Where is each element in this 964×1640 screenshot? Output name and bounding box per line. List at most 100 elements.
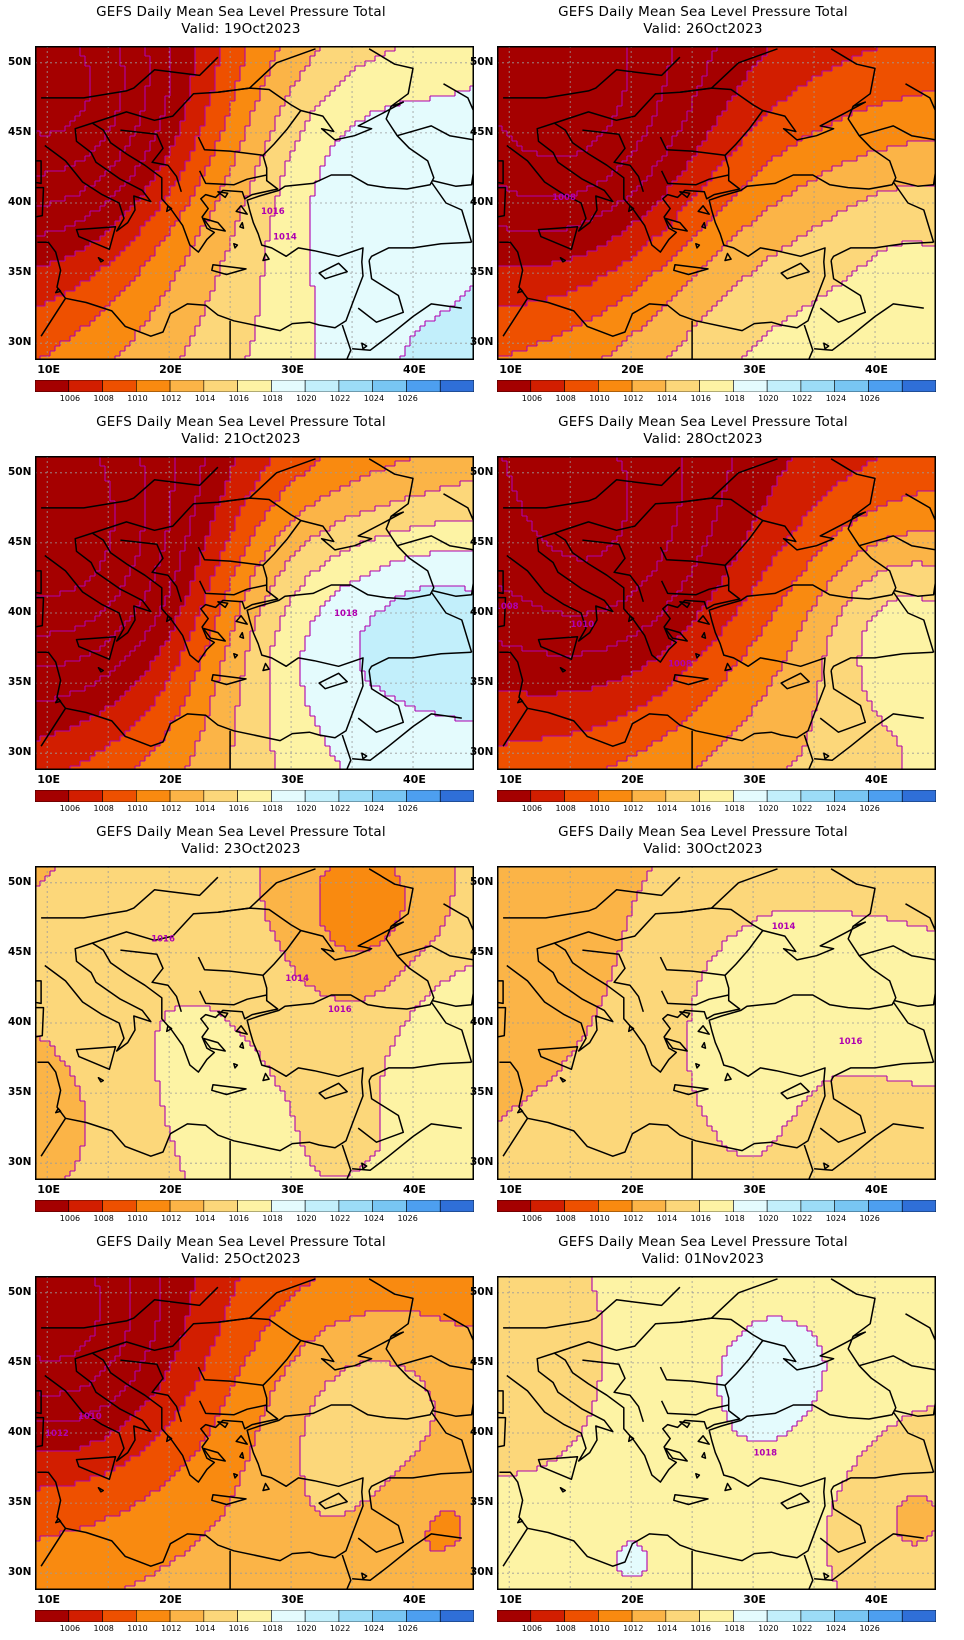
colorbar-swatch <box>102 380 137 392</box>
colorbar-swatch <box>439 380 474 392</box>
lat-label: 45N <box>8 536 31 548</box>
colorbar-swatch <box>800 790 835 802</box>
graticule <box>497 456 936 770</box>
colorbar <box>497 790 936 802</box>
colorbar-swatch <box>699 790 734 802</box>
colorbar-swatch <box>338 1200 373 1212</box>
colorbar-swatch <box>169 380 205 392</box>
coastlines-borders <box>497 48 936 360</box>
lat-label: 45N <box>8 1356 31 1368</box>
colorbar-label: 1008 <box>94 394 114 403</box>
lat-label: 35N <box>8 266 31 278</box>
colorbar-label: 1010 <box>589 394 609 403</box>
colorbar-label: 1006 <box>60 1214 80 1223</box>
lat-label: 30N <box>470 1156 493 1168</box>
colorbar-swatch <box>766 380 802 392</box>
pressure-shading <box>497 46 936 360</box>
colorbar-label: 1022 <box>330 1624 350 1633</box>
pressure-shading <box>497 1276 936 1590</box>
colorbar-swatch <box>497 1610 532 1622</box>
pressure-shading <box>35 46 474 360</box>
colorbar-label: 1012 <box>623 1214 643 1223</box>
colorbar-label: 1010 <box>127 394 147 403</box>
colorbar-swatch <box>406 1610 441 1622</box>
coastlines-borders <box>497 868 936 1180</box>
colorbar-swatch <box>237 1200 272 1212</box>
colorbar-swatch <box>203 380 238 392</box>
colorbar-swatch <box>530 1610 565 1622</box>
colorbar-swatch <box>237 380 272 392</box>
lat-label: 35N <box>470 1496 493 1508</box>
colorbar-swatch <box>564 1610 599 1622</box>
lat-label: 35N <box>8 676 31 688</box>
colorbar-label: 1016 <box>229 1214 249 1223</box>
map-frame <box>35 1276 474 1590</box>
lat-label: 40N <box>8 606 31 618</box>
colorbar-swatch <box>372 380 407 392</box>
colorbar-label: 1024 <box>364 804 384 813</box>
lat-label: 35N <box>8 1086 31 1098</box>
colorbar-label: 1026 <box>859 394 879 403</box>
map-panel: GEFS Daily Mean Sea Level Pressure Total… <box>0 1230 482 1640</box>
graticule <box>35 1276 474 1590</box>
colorbar-label: 1010 <box>589 804 609 813</box>
lon-label: 30E <box>743 1593 766 1606</box>
map-frame <box>497 456 936 770</box>
panel-title: GEFS Daily Mean Sea Level Pressure Total <box>462 414 944 430</box>
colorbar-swatch <box>699 1200 734 1212</box>
colorbar-swatch <box>564 1200 599 1212</box>
lon-label: 20E <box>621 363 644 376</box>
colorbar-label: 1006 <box>60 394 80 403</box>
pressure-map: 1018 <box>497 1276 936 1590</box>
pressure-map: 1018 <box>35 456 474 770</box>
colorbar-swatch <box>304 380 340 392</box>
panel-title: GEFS Daily Mean Sea Level Pressure Total <box>0 824 482 840</box>
colorbar-label: 1018 <box>724 1624 744 1633</box>
colorbar-label: 1008 <box>94 1624 114 1633</box>
colorbar-label: 1018 <box>724 394 744 403</box>
lon-label: 40E <box>865 363 888 376</box>
map-frame <box>35 46 474 360</box>
pressure-map: 1008 1010 1008 <box>497 456 936 770</box>
lon-label: 30E <box>743 1183 766 1196</box>
lat-label: 45N <box>470 536 493 548</box>
coastlines-borders <box>35 458 474 770</box>
contour-label: 1018 <box>334 609 358 619</box>
colorbar-swatch <box>901 380 936 392</box>
colorbar-swatch <box>564 380 599 392</box>
lat-label: 45N <box>8 946 31 958</box>
colorbar-label: 1024 <box>826 804 846 813</box>
lon-label: 10E <box>37 363 60 376</box>
lon-label: 40E <box>865 1593 888 1606</box>
panel-title: GEFS Daily Mean Sea Level Pressure Total <box>462 4 944 20</box>
graticule <box>35 866 474 1180</box>
contour-label: 1016 <box>839 1037 863 1047</box>
colorbar-label: 1024 <box>826 1214 846 1223</box>
colorbar-swatch <box>68 1200 103 1212</box>
colorbar-label: 1022 <box>792 804 812 813</box>
colorbar-swatch <box>868 380 903 392</box>
lat-label: 45N <box>8 126 31 138</box>
colorbar-label: 1016 <box>229 1624 249 1633</box>
colorbar-swatch <box>901 1610 936 1622</box>
isobar-lines <box>35 46 474 360</box>
contour-label: 1014 <box>772 922 796 932</box>
colorbar-swatch <box>699 1610 734 1622</box>
colorbar-swatch <box>338 380 373 392</box>
lon-label: 40E <box>403 773 426 786</box>
colorbar-swatch <box>631 1200 667 1212</box>
contour-label: 1010 <box>571 620 595 630</box>
colorbar-swatch <box>169 1610 205 1622</box>
lon-label: 10E <box>499 1593 522 1606</box>
colorbar <box>497 1610 936 1622</box>
colorbar-swatch <box>733 790 768 802</box>
colorbar-label: 1014 <box>195 394 215 403</box>
lat-label: 30N <box>470 746 493 758</box>
colorbar-label: 1020 <box>296 804 316 813</box>
lon-label: 20E <box>621 1183 644 1196</box>
lat-label: 50N <box>8 1286 31 1298</box>
colorbar-swatch <box>598 1610 633 1622</box>
lon-label: 10E <box>499 773 522 786</box>
lat-label: 40N <box>470 606 493 618</box>
lon-label: 40E <box>865 1183 888 1196</box>
